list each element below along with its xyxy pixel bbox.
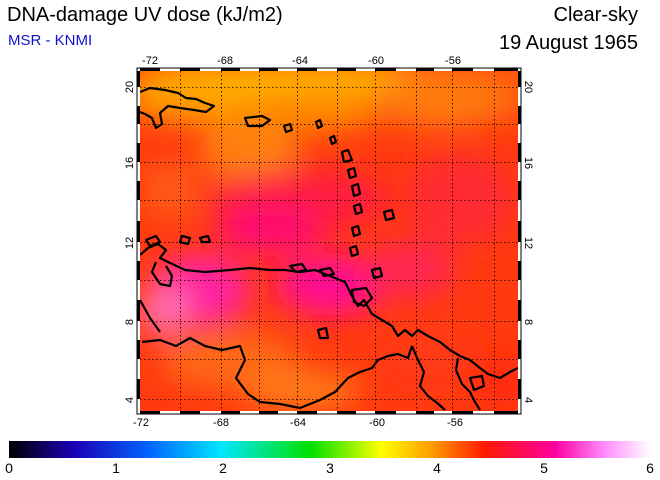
colombia-border — [140, 299, 161, 333]
island-martinique — [350, 182, 362, 198]
lon-tick-top-64: -64 — [292, 55, 308, 67]
colorbar-tick-3: 3 — [326, 460, 334, 476]
graticule — [140, 71, 518, 411]
island-dominica — [346, 166, 358, 180]
source-label: MSR - KNMI — [8, 32, 93, 49]
lat-tick-left-4: 4 — [124, 397, 136, 403]
aruba-coast — [144, 234, 162, 248]
bonaire-coast — [198, 234, 212, 244]
lat-tick-right-12: 12 — [522, 237, 534, 249]
sky-condition-label: Clear-sky — [553, 4, 638, 26]
colorbar-tick-6: 6 — [646, 460, 654, 476]
map-title: DNA-damage UV dose (kJ/m2) — [7, 4, 283, 26]
colorbar-tick-2: 2 — [219, 460, 227, 476]
trinidad-coast — [350, 286, 374, 308]
lon-tick-bottom-72: -72 — [133, 417, 149, 429]
lat-tick-right-20: 20 — [522, 81, 534, 93]
lon-tick-top-56: -56 — [445, 55, 461, 67]
lon-tick-top-72: -72 — [142, 55, 158, 67]
island-guadeloupe — [340, 148, 354, 164]
colorbar-tick-1: 1 — [112, 460, 120, 476]
lat-tick-right-8: 8 — [522, 319, 534, 325]
lon-tick-bottom-60: -60 — [369, 417, 385, 429]
tortuga-coast — [318, 266, 336, 278]
island-barbados — [382, 208, 396, 222]
margarita-coast — [288, 262, 308, 274]
lon-tick-bottom-64: -64 — [290, 417, 306, 429]
island-antigua — [328, 134, 338, 146]
lat-tick-left-8: 8 — [124, 319, 136, 325]
colorbar-tick-0: 0 — [5, 460, 13, 476]
island-tobago — [370, 266, 384, 280]
island-saint-lucia — [352, 202, 364, 216]
frame-checker — [137, 68, 521, 414]
date-label: 19 August 1965 — [498, 32, 638, 54]
coastlines — [140, 86, 518, 411]
guyana-suriname-border — [410, 345, 446, 411]
lon-tick-top-68: -68 — [217, 55, 233, 67]
suriname-lake — [468, 374, 486, 392]
lon-tick-bottom-56: -56 — [447, 417, 463, 429]
colorbar — [9, 441, 651, 458]
lat-tick-left-20: 20 — [124, 81, 136, 93]
lat-tick-right-16: 16 — [522, 157, 534, 169]
island-anguilla — [314, 118, 324, 130]
river-island — [316, 326, 330, 340]
suriname-guiana-border — [454, 357, 481, 411]
venezuela-guyana-border — [319, 345, 414, 401]
lake-maracaibo — [150, 261, 174, 288]
lat-tick-left-12: 12 — [124, 237, 136, 249]
island-saint-vincent — [350, 224, 362, 238]
colorbar-tick-5: 5 — [540, 460, 548, 476]
colombia-venezuela-border — [141, 336, 321, 410]
lat-tick-left-16: 16 — [124, 157, 136, 169]
uv-dose-field — [140, 71, 518, 411]
south-america-coast — [140, 242, 518, 380]
island-grenada — [348, 244, 360, 258]
lon-tick-bottom-68: -68 — [213, 417, 229, 429]
hispaniola-coast — [140, 86, 216, 130]
colorbar-tick-4: 4 — [433, 460, 441, 476]
lat-tick-right-4: 4 — [522, 397, 534, 403]
lon-tick-top-60: -60 — [368, 55, 384, 67]
